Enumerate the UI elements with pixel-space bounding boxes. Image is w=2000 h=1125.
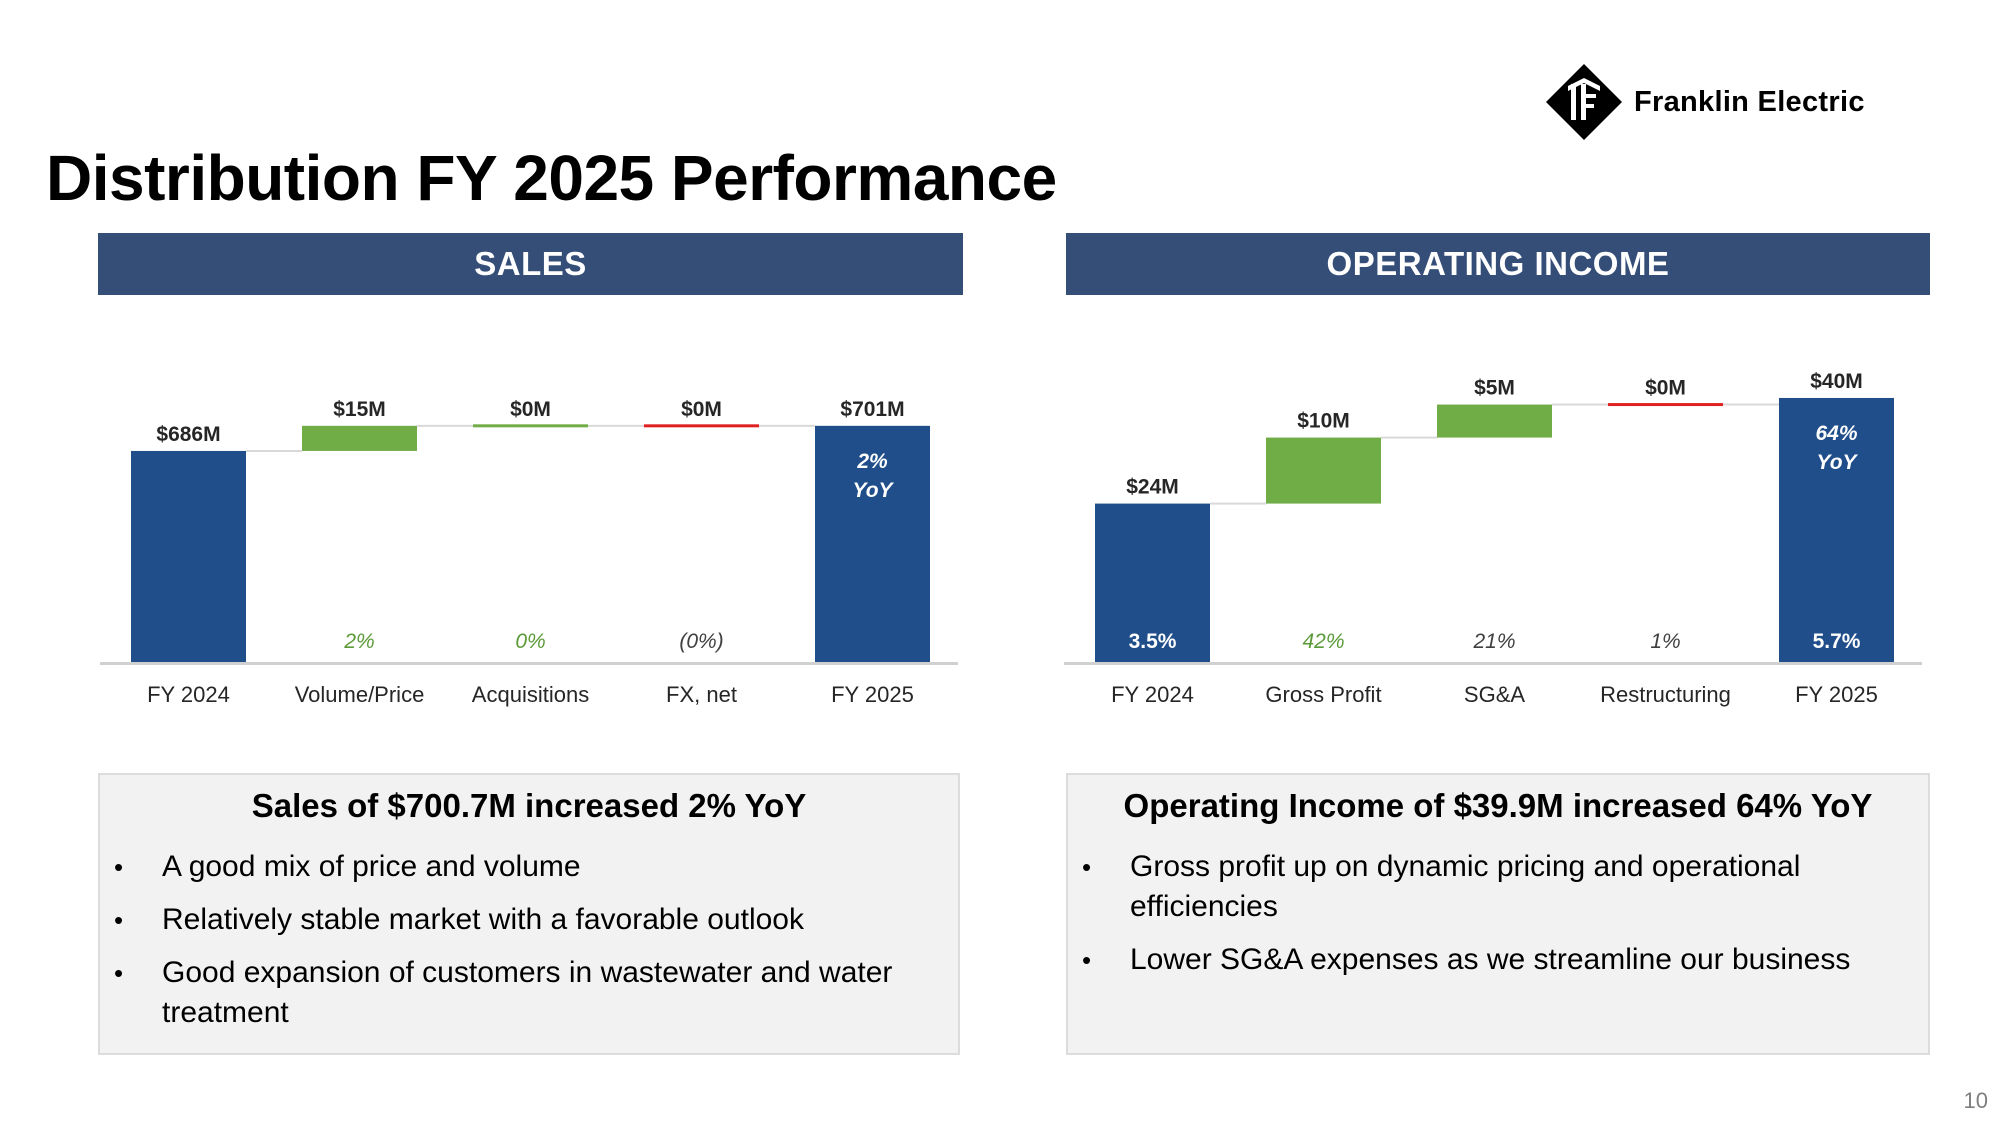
category-label: Volume/Price [295, 682, 425, 707]
percent-label: 2% [343, 630, 374, 653]
percent-label: 1% [1650, 630, 1680, 653]
bullet-icon: • [1082, 852, 1092, 882]
percent-label: 3.5% [1129, 630, 1177, 653]
sales-bullet-list: • A good mix of price and volume • Relativ… [100, 847, 958, 1033]
sales-summary-box: Sales of $700.7M increased 2% YoY • A goo… [98, 773, 960, 1055]
data-label: $15M [333, 398, 386, 421]
bullet-icon: • [114, 905, 124, 935]
bullet-text: Good expansion of customers in wastewate… [162, 956, 893, 1029]
percent-label: (0%) [679, 630, 723, 653]
category-label: SG&A [1464, 682, 1525, 707]
bar-increase [1266, 437, 1381, 504]
list-item: • A good mix of price and volume [100, 847, 958, 887]
sales-summary-title: Sales of $700.7M increased 2% YoY [251, 787, 807, 824]
bar-increase [473, 424, 588, 428]
yoy-label: 64% [1815, 422, 1857, 445]
list-item: • Lower SG&A expenses as we streamline ou… [1068, 940, 1928, 980]
bullet-icon: • [114, 852, 124, 882]
bullet-icon: • [114, 958, 124, 988]
data-label: $0M [681, 398, 722, 421]
data-label: $0M [510, 398, 551, 421]
category-label: FY 2025 [1795, 682, 1878, 707]
bullet-text: Gross profit up on dynamic pricing and o… [1130, 850, 1801, 923]
bullet-text: Relatively stable market with a favorabl… [162, 903, 804, 936]
list-item: • Good expansion of customers in wastewat… [100, 953, 958, 1033]
operating-income-bullet-list: • Gross profit up on dynamic pricing and … [1068, 847, 1928, 980]
bar-decrease [644, 424, 759, 428]
yoy-label: 2% [856, 450, 888, 473]
operating-income-waterfall-chart: $24M $10M $5M $0M $40M 3.5% 42% 21% 1% 5.7% 64% YoY… [1064, 370, 1922, 707]
data-label: $40M [1810, 370, 1863, 393]
bar-increase [1437, 404, 1552, 438]
operating-income-header: OPERATING INCOME [1066, 233, 1930, 295]
category-label: FY 2025 [831, 682, 914, 707]
page-number: 10 [1963, 1088, 1988, 1113]
bar-total [815, 425, 930, 662]
bar-decrease [1608, 403, 1723, 407]
category-label: Restructuring [1600, 682, 1731, 707]
data-label: $686M [156, 423, 220, 446]
category-label: Acquisitions [472, 682, 589, 707]
data-label: $701M [840, 398, 904, 421]
franklin-electric-diamond-logo-icon [1546, 64, 1622, 140]
data-label: $0M [1645, 377, 1686, 400]
list-item: • Gross profit up on dynamic pricing and … [1068, 847, 1928, 927]
data-label: $10M [1297, 410, 1350, 433]
yoy-label: YoY [1816, 451, 1858, 474]
percent-label: 0% [515, 630, 545, 653]
category-label: FY 2024 [147, 682, 230, 707]
category-label: FX, net [666, 682, 737, 707]
category-label: Gross Profit [1265, 682, 1381, 707]
bullet-text: Lower SG&A expenses as we streamline our… [1130, 943, 1851, 976]
percent-label: 5.7% [1813, 630, 1861, 653]
bar-total [1779, 397, 1894, 662]
bullet-icon: • [1082, 945, 1092, 975]
bullet-text: A good mix of price and volume [162, 850, 581, 883]
category-label: FY 2024 [1111, 682, 1194, 707]
company-logo: Franklin Electric [1544, 62, 1865, 142]
bar-total [131, 450, 246, 662]
percent-label: 21% [1472, 630, 1515, 653]
sales-waterfall-chart: $686M $15M $0M $0M $701M 2% 0% (0%) 2% YoY FY 2024… [100, 398, 958, 707]
percent-label: 42% [1302, 630, 1344, 653]
operating-income-summary-title: Operating Income of $39.9M increased 64%… [1123, 787, 1873, 824]
page-title: Distribution FY 2025 Performance [46, 142, 1057, 214]
data-label: $5M [1474, 377, 1515, 400]
sales-header: SALES [98, 233, 963, 295]
list-item: • Relatively stable market with a favorab… [100, 900, 958, 940]
bar-total [1095, 503, 1210, 662]
operating-income-summary-box: Operating Income of $39.9M increased 64%… [1066, 773, 1930, 1055]
logo-text: Franklin Electric [1634, 85, 1865, 118]
data-label: $24M [1126, 476, 1179, 499]
yoy-label: YoY [852, 479, 894, 502]
bar-increase [302, 425, 417, 451]
